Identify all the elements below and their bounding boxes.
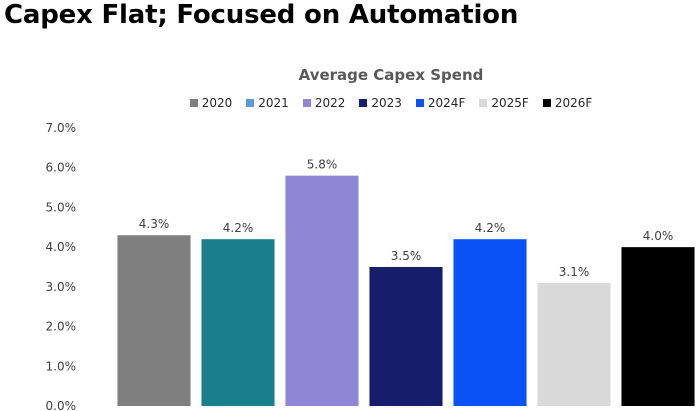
y-tick-label: 0.0% (46, 399, 77, 411)
legend-label: 2022 (314, 96, 346, 110)
legend-item-2022: 2022 (302, 96, 346, 110)
legend-label: 2023 (371, 96, 402, 110)
bar-2026f (621, 247, 695, 406)
data-label-2022: 5.8% (307, 158, 338, 172)
bar-2023 (369, 267, 443, 406)
bar-2022 (285, 175, 359, 406)
y-axis: 0.0% 1.0% 2.0% 3.0% 4.0% 5.0% 6.0% 7.0% (46, 121, 77, 411)
legend-item-2023: 2023 (359, 96, 402, 110)
data-labels: 4.3% 4.2% 5.8% 3.5% 4.2% 3.1% 4.0% (139, 158, 674, 279)
legend-swatch (359, 99, 368, 107)
y-tick-label: 6.0% (46, 161, 77, 175)
legend-swatch (246, 99, 255, 107)
data-label-2020: 4.3% (139, 217, 170, 231)
bar-2025f (537, 282, 611, 406)
legend-item-2024f: 2024F (415, 96, 466, 110)
legend-label: 2024F (427, 96, 466, 110)
y-tick-label: 4.0% (46, 240, 77, 254)
data-label-2024f: 4.2% (475, 221, 506, 235)
legend-label: 2025F (491, 96, 529, 110)
legend-item-2020: 2020 (189, 96, 233, 110)
legend-swatch (479, 99, 488, 107)
legend-label: 2021 (258, 96, 289, 110)
legend-swatch (189, 99, 198, 107)
data-label-2025f: 3.1% (559, 265, 590, 279)
legend-swatch (542, 99, 551, 107)
y-tick-label: 3.0% (46, 280, 77, 294)
legend-item-2021: 2021 (246, 96, 289, 110)
bar-2024f (453, 239, 527, 406)
legend-label: 2026F (554, 96, 593, 110)
bar-2020 (117, 235, 191, 406)
y-tick-label: 1.0% (46, 359, 77, 373)
slide-title: Capex Flat; Focused on Automation (4, 0, 519, 30)
data-label-2026f: 4.0% (643, 229, 674, 243)
data-label-2023: 3.5% (391, 249, 422, 263)
legend-item-2026f: 2026F (542, 96, 593, 110)
data-label-2021: 4.2% (223, 221, 254, 235)
y-tick-label: 7.0% (46, 121, 77, 135)
legend-label: 2020 (201, 96, 233, 110)
chart-legend: 2020 2021 2022 2023 2024F 2025F 2026F (0, 96, 700, 110)
legend-swatch (415, 99, 424, 107)
y-tick-label: 2.0% (46, 320, 77, 334)
legend-item-2025f: 2025F (479, 96, 529, 110)
chart-title: Average Capex Spend (298, 66, 484, 84)
bars (117, 175, 695, 406)
legend-swatch (302, 99, 311, 107)
bar-2021 (201, 239, 275, 406)
y-tick-label: 5.0% (46, 200, 77, 214)
